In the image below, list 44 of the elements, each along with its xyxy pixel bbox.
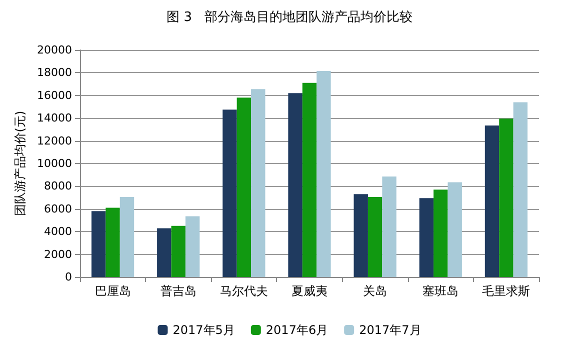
y-tick-label: 18000 [37, 66, 72, 80]
bar [157, 228, 172, 277]
bar [302, 82, 317, 277]
bar [91, 211, 106, 277]
y-axis-title: 团队游产品均价(元) [13, 110, 28, 216]
bar [368, 196, 382, 277]
bar [236, 98, 252, 277]
bar [185, 216, 200, 277]
bar [499, 118, 514, 277]
bar [354, 194, 368, 277]
y-tick-label: 6000 [44, 202, 72, 216]
bar [434, 190, 448, 277]
x-tick-label: 毛里求斯 [482, 284, 530, 298]
bar [288, 93, 302, 277]
x-tick-label: 关岛 [363, 284, 388, 298]
y-tick-label: 8000 [44, 180, 72, 193]
bar [120, 196, 134, 277]
y-tick-label: 10000 [37, 157, 72, 170]
y-tick-label: 4000 [44, 225, 72, 238]
y-tick-label: 20000 [37, 44, 72, 56]
bar [251, 89, 266, 277]
chart-title: 图 3 部分海岛目的地团队游产品均价比较 [166, 10, 412, 25]
bar [222, 110, 237, 277]
x-tick-label: 夏威夷 [292, 284, 328, 298]
y-tick-label: 14000 [37, 112, 72, 125]
bar [484, 125, 500, 277]
y-tick-label: 0 [65, 270, 72, 284]
bar [419, 198, 434, 277]
legend-label: 2017年7月 [359, 323, 422, 337]
x-tick-label: 塞班岛 [422, 284, 459, 298]
y-tick-label: 2000 [44, 248, 72, 261]
legend-label: 2017年6月 [266, 323, 328, 337]
bar [106, 208, 120, 277]
bar [171, 226, 186, 277]
bar [382, 176, 396, 277]
x-tick-label: 马尔代夫 [220, 284, 268, 298]
y-tick-label: 16000 [37, 88, 72, 102]
y-tick-label: 12000 [37, 134, 72, 148]
bar [513, 102, 528, 277]
legend-label: 2017年5月 [172, 323, 235, 337]
bar [448, 182, 462, 277]
x-tick-label: 巴厘岛 [94, 284, 131, 298]
bar [316, 71, 331, 277]
x-tick-label: 普吉岛 [160, 284, 196, 298]
